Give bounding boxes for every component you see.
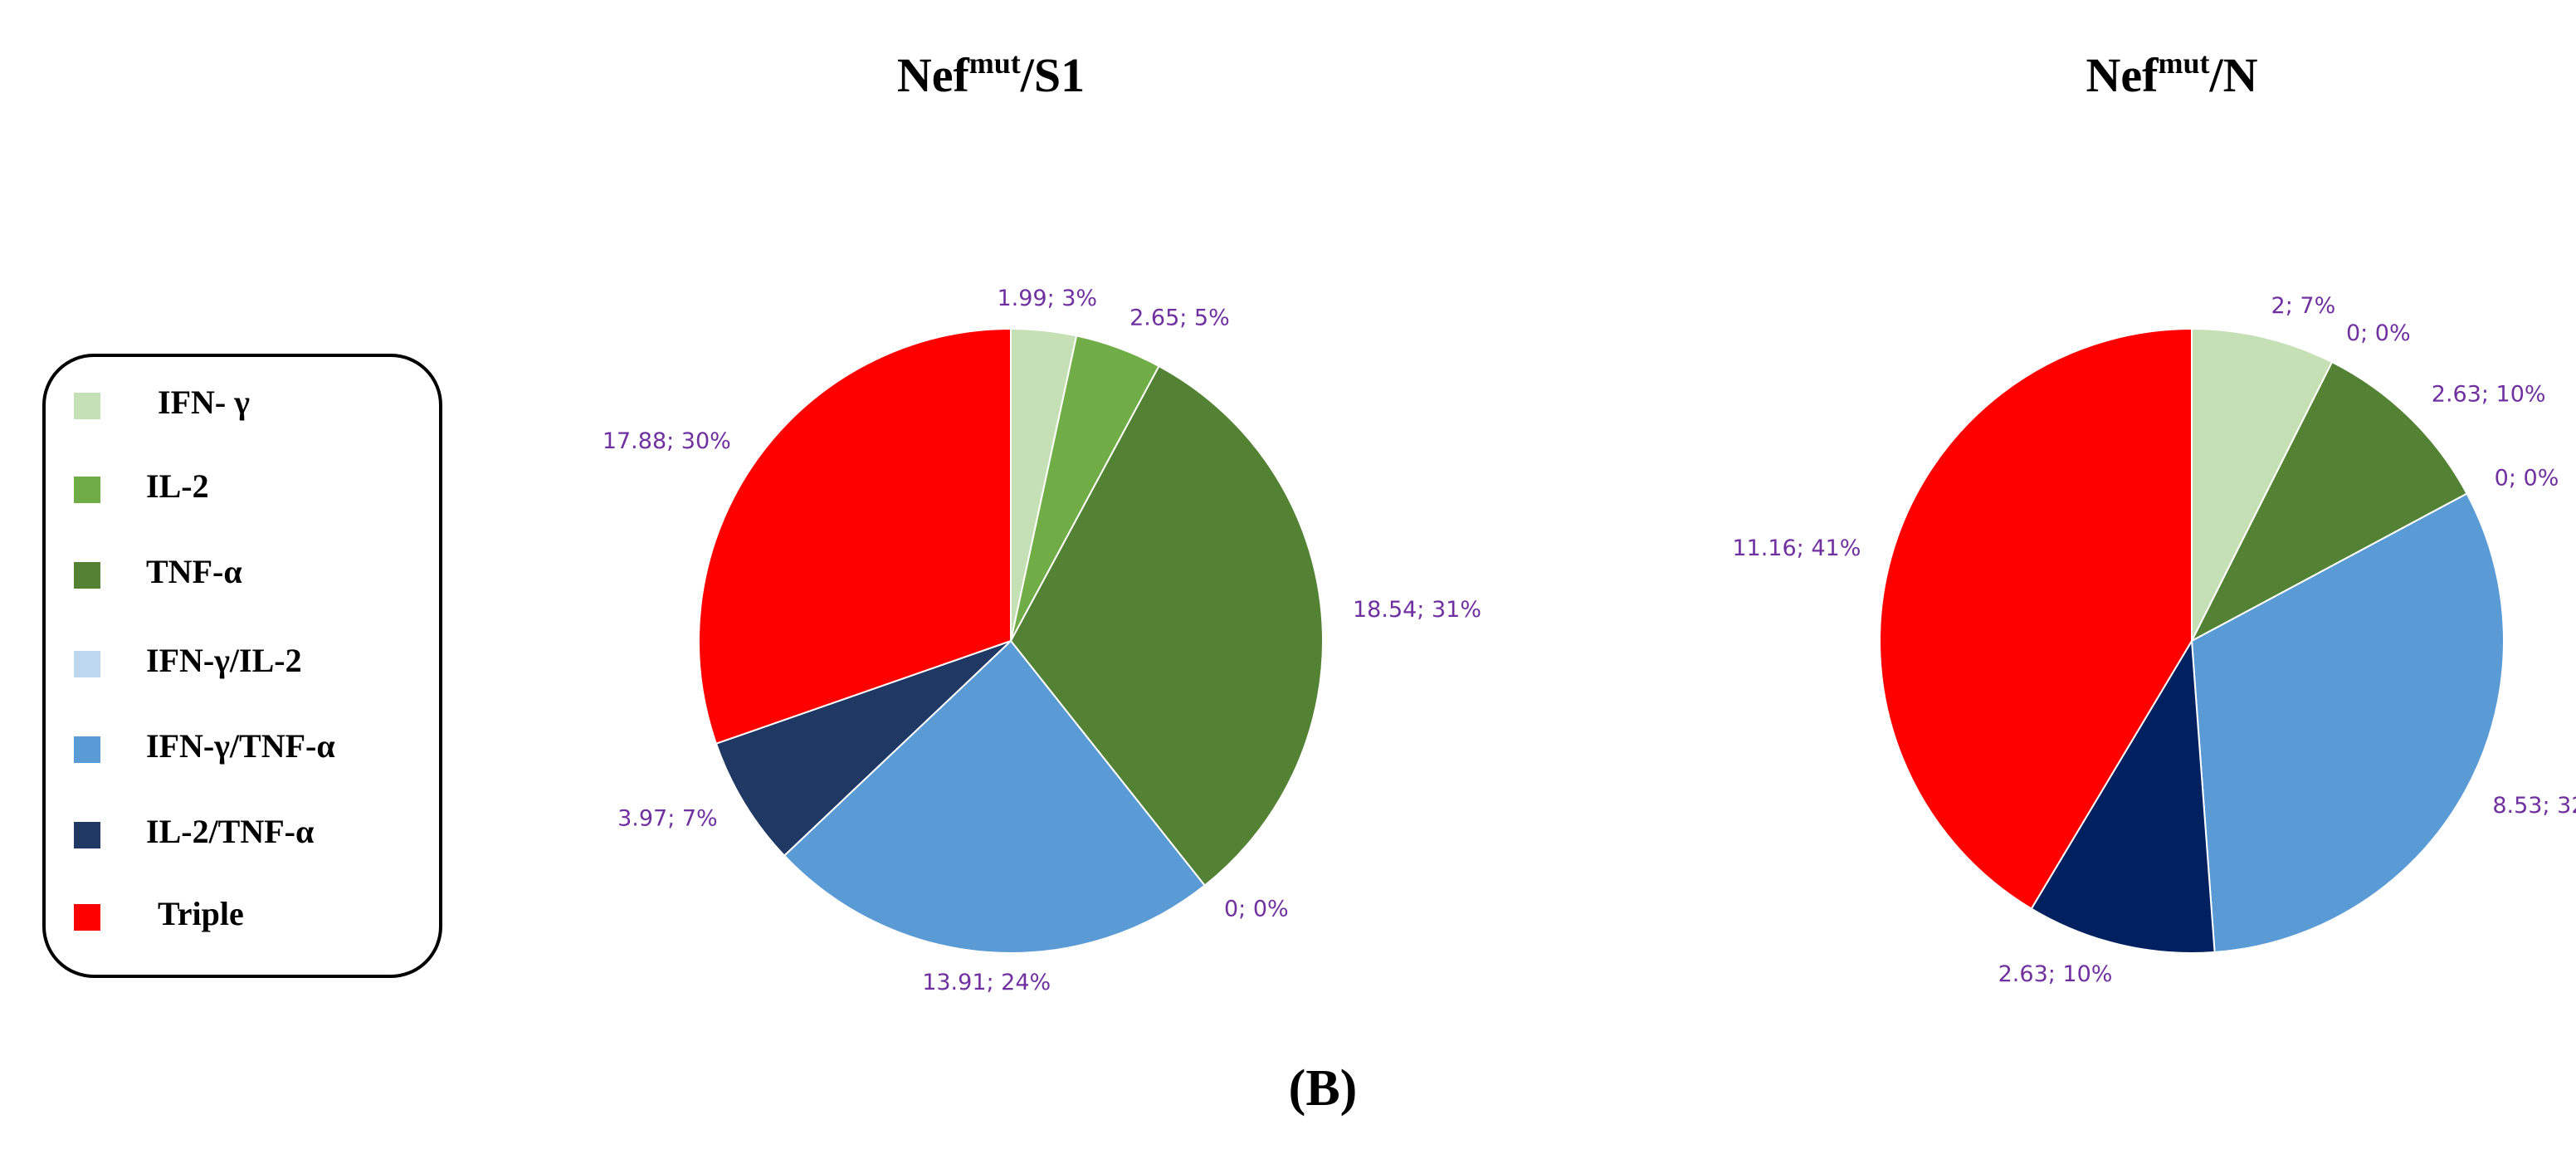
data-label: 2.63; 10% bbox=[1998, 961, 2113, 987]
pie-slice bbox=[715, 640, 1012, 858]
title-text: Nef bbox=[897, 48, 970, 102]
legend-swatch bbox=[74, 651, 100, 677]
legend-label: IL-2/TNF-α bbox=[146, 813, 314, 850]
chart-title: Nefmut/S1 bbox=[897, 46, 1085, 102]
pie-slice bbox=[783, 639, 1207, 954]
legend-box bbox=[42, 354, 442, 978]
legend-label: IFN-γ/IL-2 bbox=[146, 642, 302, 679]
data-label: 2.65; 5% bbox=[1129, 305, 1230, 330]
data-label: 1.99; 3% bbox=[997, 286, 1097, 311]
title-suffix: /S1 bbox=[1020, 48, 1085, 102]
pie-slice bbox=[1879, 327, 2193, 910]
chart-title: Nefmut/N bbox=[2086, 46, 2258, 102]
title-suffix: /N bbox=[2208, 48, 2257, 102]
legend-label: TNF-α bbox=[146, 553, 242, 590]
data-label: 11.16; 41% bbox=[1732, 535, 1861, 561]
data-label: 8.53; 32% bbox=[2492, 793, 2576, 819]
legend-swatch bbox=[74, 904, 100, 931]
pie-slice bbox=[2189, 360, 2468, 643]
legend-swatch bbox=[74, 477, 100, 503]
legend-label: IFN- γ bbox=[158, 384, 250, 421]
pie-slice bbox=[2190, 492, 2505, 954]
data-label: 0; 0% bbox=[2346, 320, 2411, 346]
data-label: 13.91; 24% bbox=[922, 970, 1051, 995]
pie-slice bbox=[2191, 327, 2334, 642]
legend-label: IFN-γ/TNF-α bbox=[146, 727, 335, 765]
data-label: 2.63; 10% bbox=[2432, 381, 2546, 407]
title-text: Nef bbox=[2086, 48, 2159, 102]
data-label: 0; 0% bbox=[1224, 897, 1289, 922]
legend-swatch bbox=[74, 562, 100, 589]
caption: (B) bbox=[1289, 1060, 1358, 1117]
legend-label: IL-2 bbox=[146, 467, 209, 505]
pie-slice bbox=[1009, 364, 1324, 887]
legend-swatch bbox=[74, 822, 100, 848]
legend-label: Triple bbox=[158, 895, 244, 932]
data-label: 18.54; 31% bbox=[1353, 597, 1481, 623]
pie-slice bbox=[698, 327, 1012, 745]
data-label: 0; 0% bbox=[2495, 465, 2559, 491]
data-label: 17.88; 30% bbox=[603, 428, 731, 454]
legend-swatch bbox=[74, 736, 100, 763]
legend-swatch bbox=[74, 393, 100, 419]
pie-slice bbox=[2030, 638, 2216, 954]
title-superscript: mut bbox=[2158, 46, 2209, 80]
title-superscript: mut bbox=[969, 46, 1021, 80]
data-label: 3.97; 7% bbox=[617, 806, 718, 832]
data-label: 2; 7% bbox=[2271, 293, 2336, 319]
